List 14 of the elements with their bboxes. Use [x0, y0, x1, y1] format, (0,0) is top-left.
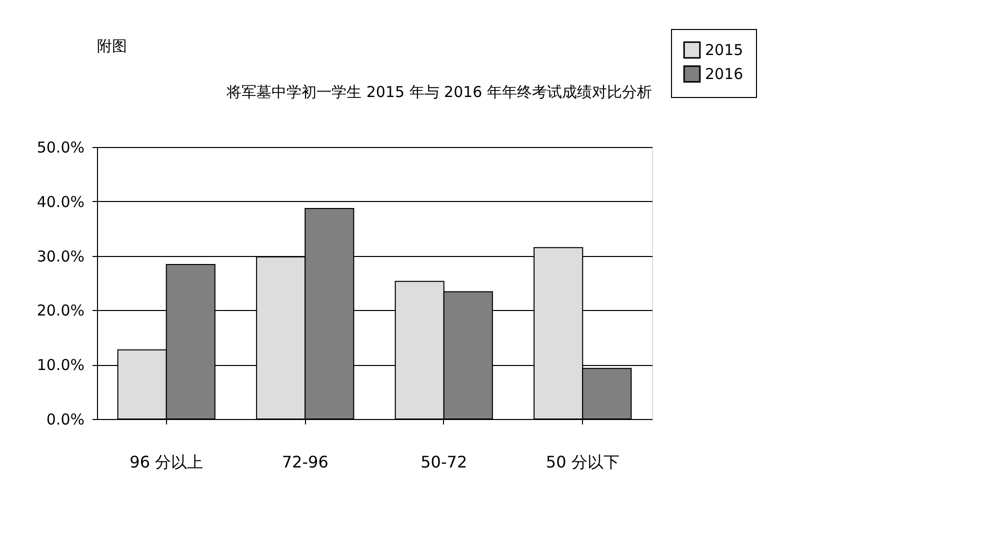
y-tick-label: 30.0%	[36, 247, 84, 266]
x-tick-label: 50-72	[420, 452, 468, 472]
y-tick-label: 40.0%	[36, 192, 84, 211]
y-tick-label: 0.0%	[46, 410, 84, 428]
x-tick-label: 72-96	[282, 452, 328, 472]
x-tick-label: 50 分以下	[546, 452, 620, 472]
y-tick-label: 10.0%	[36, 356, 84, 374]
text: 附图	[97, 37, 127, 55]
y-tick-label: 20.0%	[36, 302, 84, 320]
y-tick-label: 50.0%	[36, 138, 84, 156]
legend-label: 2016	[705, 65, 744, 83]
x-tick-label: 96 分以上	[130, 452, 204, 472]
legend-label: 2015	[705, 41, 744, 59]
chart-title: 将军墓中学初一学生 2015 年与 2016 年年终考试成绩对比分析	[226, 83, 652, 101]
